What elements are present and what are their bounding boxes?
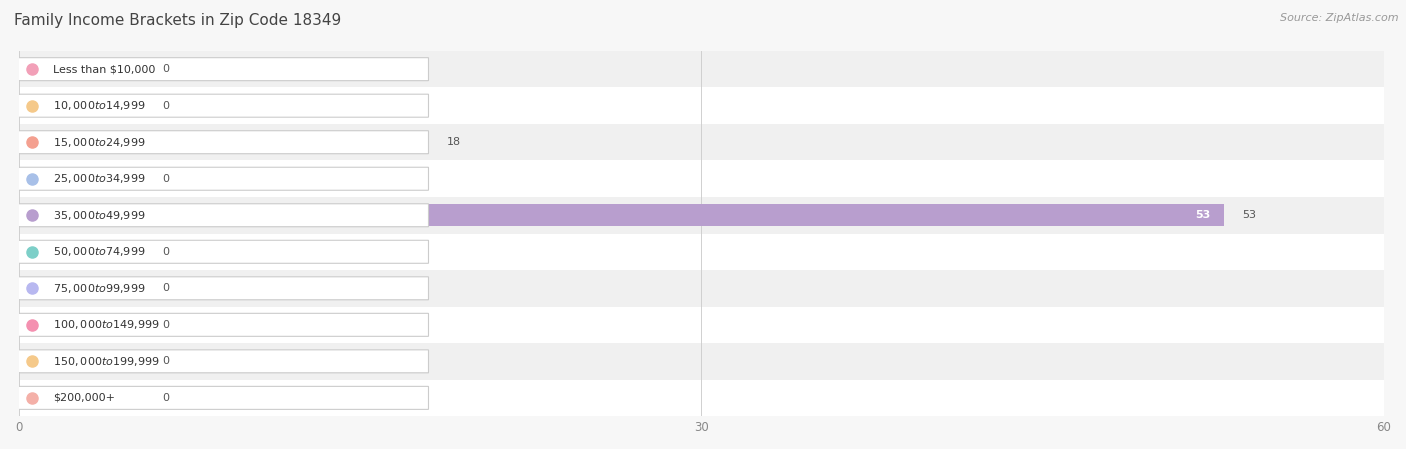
Text: $25,000 to $34,999: $25,000 to $34,999 bbox=[53, 172, 145, 185]
Text: 0: 0 bbox=[162, 101, 169, 111]
Bar bbox=[18, 88, 1384, 124]
Text: $35,000 to $49,999: $35,000 to $49,999 bbox=[53, 209, 145, 222]
Bar bbox=[18, 241, 429, 263]
Bar bbox=[18, 168, 429, 190]
Text: 0: 0 bbox=[162, 320, 169, 330]
Bar bbox=[18, 95, 429, 117]
Text: 0: 0 bbox=[162, 247, 169, 257]
Text: $15,000 to $24,999: $15,000 to $24,999 bbox=[53, 136, 145, 149]
Bar bbox=[18, 204, 429, 226]
Bar bbox=[18, 350, 429, 372]
Bar bbox=[18, 270, 1384, 307]
Bar bbox=[18, 51, 1384, 88]
Text: Less than $10,000: Less than $10,000 bbox=[53, 64, 155, 74]
Bar bbox=[18, 204, 1225, 226]
Bar bbox=[18, 95, 143, 117]
Bar bbox=[18, 160, 1384, 197]
Text: 0: 0 bbox=[162, 357, 169, 366]
Bar bbox=[18, 379, 1384, 416]
Bar bbox=[18, 387, 143, 409]
Text: $50,000 to $74,999: $50,000 to $74,999 bbox=[53, 245, 145, 258]
Bar bbox=[18, 314, 143, 336]
Bar bbox=[18, 58, 143, 80]
Text: Family Income Brackets in Zip Code 18349: Family Income Brackets in Zip Code 18349 bbox=[14, 13, 342, 28]
Text: 0: 0 bbox=[162, 393, 169, 403]
Bar bbox=[18, 343, 1384, 379]
Text: 0: 0 bbox=[162, 283, 169, 293]
Text: 18: 18 bbox=[446, 137, 461, 147]
Bar bbox=[18, 307, 1384, 343]
Bar bbox=[18, 233, 1384, 270]
Bar bbox=[18, 277, 143, 299]
Bar bbox=[18, 350, 143, 372]
Bar bbox=[18, 241, 143, 263]
Text: $200,000+: $200,000+ bbox=[53, 393, 115, 403]
Bar bbox=[18, 168, 143, 190]
Bar bbox=[18, 277, 429, 299]
Text: Source: ZipAtlas.com: Source: ZipAtlas.com bbox=[1281, 13, 1399, 23]
Bar bbox=[18, 387, 429, 409]
Text: $100,000 to $149,999: $100,000 to $149,999 bbox=[53, 318, 159, 331]
Text: 53: 53 bbox=[1243, 210, 1257, 220]
Bar bbox=[18, 124, 1384, 160]
Bar bbox=[18, 131, 429, 153]
Bar bbox=[18, 197, 1384, 233]
Text: 53: 53 bbox=[1195, 210, 1211, 220]
Text: $75,000 to $99,999: $75,000 to $99,999 bbox=[53, 282, 145, 295]
Bar bbox=[18, 58, 429, 80]
Text: 0: 0 bbox=[162, 64, 169, 74]
Bar bbox=[18, 131, 429, 153]
Text: $10,000 to $14,999: $10,000 to $14,999 bbox=[53, 99, 145, 112]
Text: 0: 0 bbox=[162, 174, 169, 184]
Bar bbox=[18, 314, 429, 336]
Text: $150,000 to $199,999: $150,000 to $199,999 bbox=[53, 355, 159, 368]
